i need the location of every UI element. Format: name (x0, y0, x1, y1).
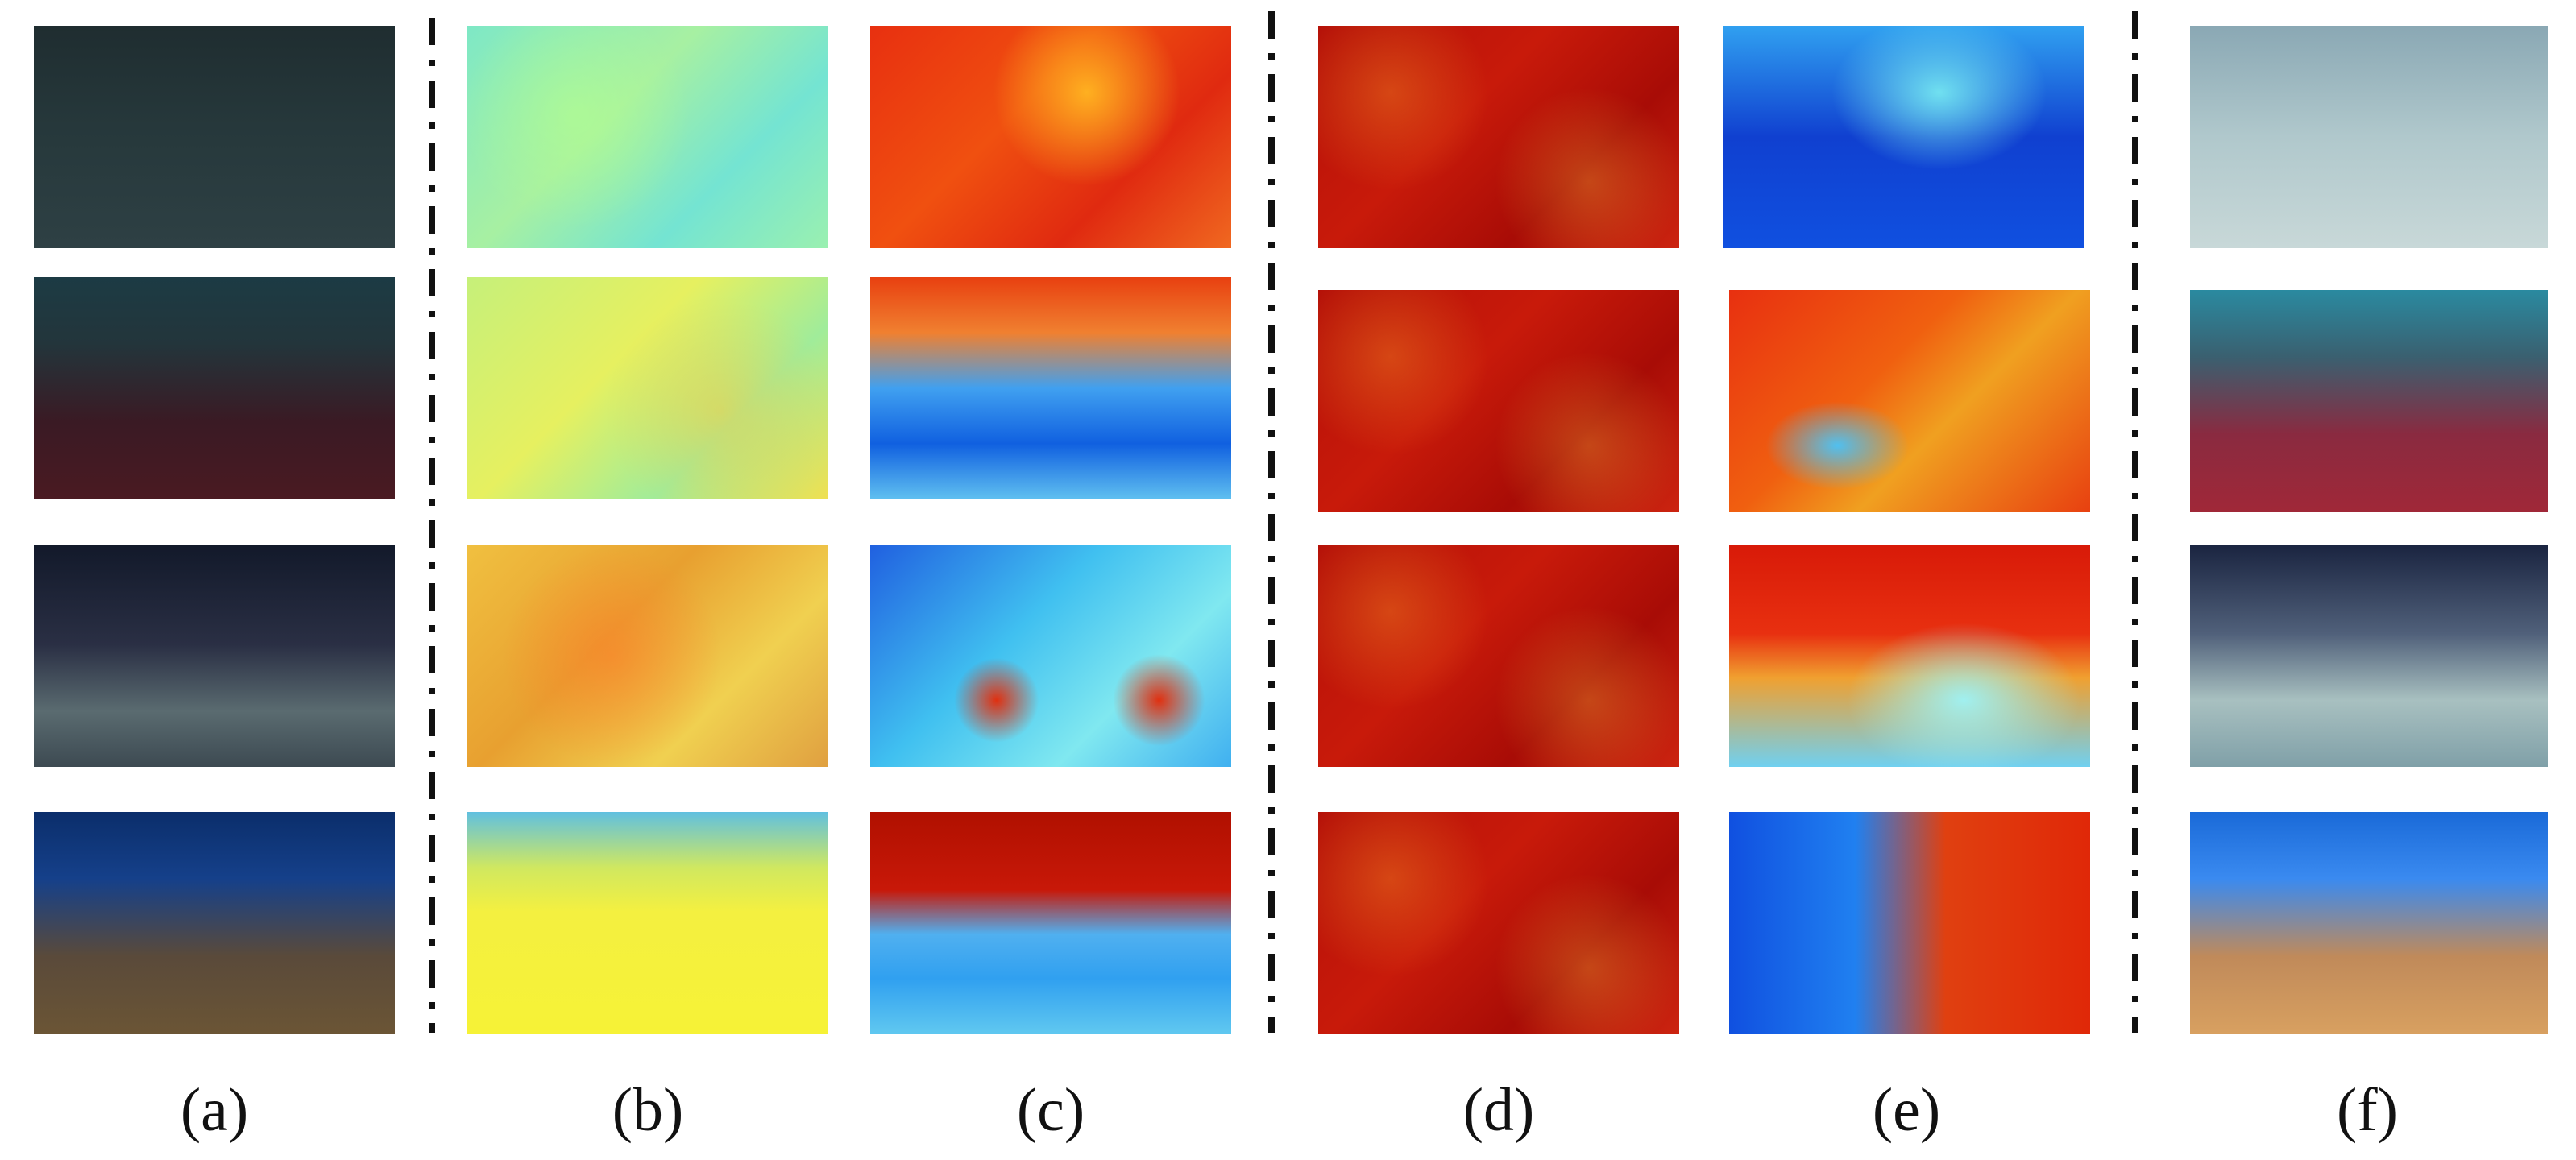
map-b-row-3 (467, 545, 828, 767)
panel-label-d: (d) (1462, 1076, 1535, 1144)
enhanced-image-row-1 (2190, 26, 2548, 248)
input-image-row-4 (34, 812, 395, 1034)
input-image-row-3 (34, 545, 395, 767)
map-e-row-3 (1729, 545, 2090, 767)
enhanced-image-row-3 (2190, 545, 2548, 767)
enhanced-image-row-4 (2190, 812, 2548, 1034)
map-d-row-2 (1318, 290, 1679, 512)
panel-label-e: (e) (1872, 1076, 1941, 1144)
map-c-row-4 (870, 812, 1231, 1034)
map-c-row-3 (870, 545, 1231, 767)
map-c-row-2 (870, 277, 1231, 499)
panel-label-c: (c) (1016, 1076, 1085, 1144)
map-d-row-3 (1318, 545, 1679, 767)
input-image-row-1 (34, 26, 395, 248)
map-c-row-1 (870, 26, 1231, 248)
map-d-row-4 (1318, 812, 1679, 1034)
input-image-row-2 (34, 277, 395, 499)
map-b-row-4 (467, 812, 828, 1034)
map-b-row-2 (467, 277, 828, 499)
column-divider-3 (2132, 11, 2138, 1033)
enhanced-image-row-2 (2190, 290, 2548, 512)
map-e-row-2 (1729, 290, 2090, 512)
panel-label-b: (b) (612, 1076, 684, 1144)
panel-label-f: (f) (2337, 1076, 2398, 1144)
map-e-row-4 (1729, 812, 2090, 1034)
map-e-row-1 (1723, 26, 2084, 248)
column-divider-1 (429, 18, 435, 1033)
map-b-row-1 (467, 26, 828, 248)
panel-label-a: (a) (180, 1076, 249, 1144)
map-d-row-1 (1318, 26, 1679, 248)
column-divider-2 (1268, 11, 1275, 1033)
